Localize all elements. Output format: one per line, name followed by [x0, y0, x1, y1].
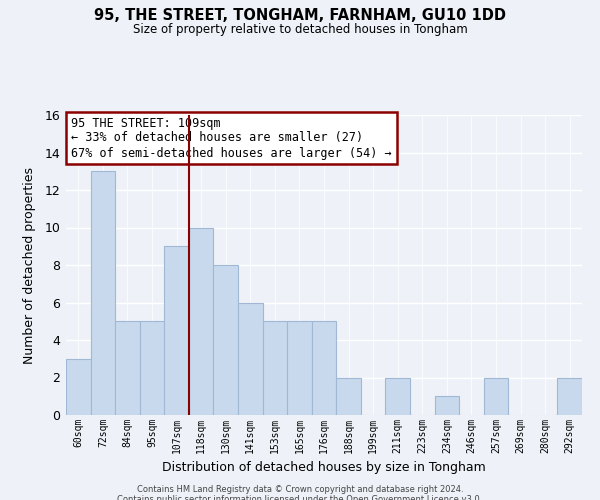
Bar	[91, 171, 115, 415]
Bar	[214, 265, 238, 415]
Bar	[115, 322, 140, 415]
Bar	[66, 359, 91, 415]
Bar	[238, 302, 263, 415]
Bar	[434, 396, 459, 415]
Bar	[385, 378, 410, 415]
Bar	[312, 322, 336, 415]
X-axis label: Distribution of detached houses by size in Tongham: Distribution of detached houses by size …	[162, 462, 486, 474]
Text: Contains public sector information licensed under the Open Government Licence v3: Contains public sector information licen…	[118, 495, 482, 500]
Bar	[189, 228, 214, 415]
Bar	[484, 378, 508, 415]
Bar	[263, 322, 287, 415]
Bar	[336, 378, 361, 415]
Text: Size of property relative to detached houses in Tongham: Size of property relative to detached ho…	[133, 22, 467, 36]
Text: 95, THE STREET, TONGHAM, FARNHAM, GU10 1DD: 95, THE STREET, TONGHAM, FARNHAM, GU10 1…	[94, 8, 506, 22]
Bar	[287, 322, 312, 415]
Text: Contains HM Land Registry data © Crown copyright and database right 2024.: Contains HM Land Registry data © Crown c…	[137, 485, 463, 494]
Bar	[140, 322, 164, 415]
Bar	[557, 378, 582, 415]
Bar	[164, 246, 189, 415]
Y-axis label: Number of detached properties: Number of detached properties	[23, 166, 36, 364]
Text: 95 THE STREET: 109sqm
← 33% of detached houses are smaller (27)
67% of semi-deta: 95 THE STREET: 109sqm ← 33% of detached …	[71, 116, 392, 160]
